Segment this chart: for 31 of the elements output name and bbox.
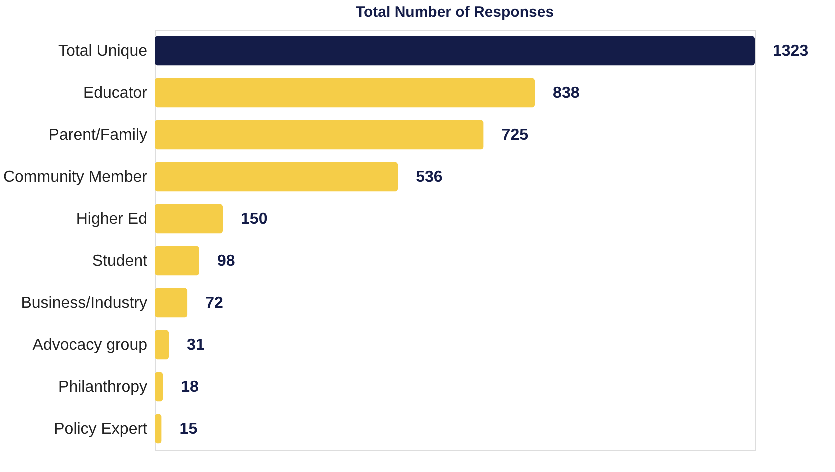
y-tick-label: Student: [92, 253, 148, 270]
y-tick-label: Advocacy group: [32, 337, 148, 354]
data-label: 838: [553, 85, 580, 102]
y-tick-label: Total Unique: [58, 43, 148, 60]
data-label: 72: [206, 295, 224, 312]
data-label: 150: [241, 211, 268, 228]
data-label: 725: [502, 127, 529, 144]
data-label: 15: [180, 421, 198, 438]
y-tick-label: Policy Expert: [54, 421, 148, 438]
bar: [155, 246, 200, 276]
data-label: 31: [187, 337, 205, 354]
y-tick-label: Educator: [83, 85, 148, 102]
bar: [155, 372, 164, 402]
y-tick-label: Philanthropy: [58, 379, 148, 396]
bar: [155, 36, 755, 66]
bar: [155, 288, 188, 318]
y-tick-label: Business/Industry: [21, 295, 148, 312]
y-tick-label: Community Member: [3, 169, 148, 186]
data-label: 536: [416, 169, 443, 186]
data-label: 18: [181, 379, 200, 396]
bar: [155, 414, 162, 444]
bar: [155, 330, 170, 360]
data-label: 1323: [773, 43, 809, 60]
data-label: 98: [217, 253, 236, 270]
bar: [155, 204, 224, 234]
bar: [155, 120, 484, 150]
y-tick-label: Higher Ed: [76, 211, 148, 228]
bar: [155, 78, 536, 108]
bar: [155, 162, 398, 192]
chart-title: Total Number of Responses: [356, 4, 554, 21]
y-tick-label: Parent/Family: [48, 127, 148, 144]
